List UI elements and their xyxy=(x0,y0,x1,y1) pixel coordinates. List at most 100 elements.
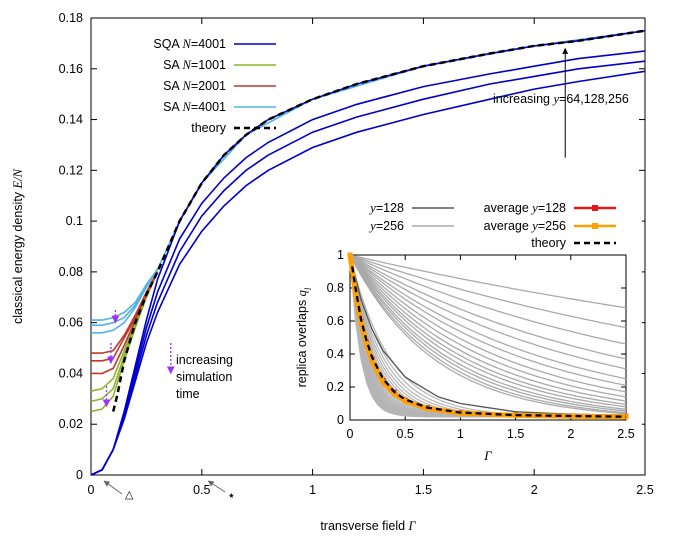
inset-y-axis-label-part-1: q xyxy=(295,290,309,296)
inset-x-tick-label: 0.5 xyxy=(397,427,414,441)
inset-y256-curve-0 xyxy=(349,254,627,309)
inset-plot-frame xyxy=(349,254,627,421)
inset-legend-theory-label-part-0: theory xyxy=(531,236,566,250)
inset-avg-point-3 xyxy=(358,320,364,326)
inset-background xyxy=(284,196,642,468)
main-plot-frame xyxy=(90,17,646,476)
main-x-axis-label-part-0: transverse field xyxy=(320,519,408,533)
main-y-tick-label: 0.16 xyxy=(59,62,83,76)
main-y-tick-label: 0.14 xyxy=(59,113,83,127)
inset-y128-curve-0 xyxy=(349,254,627,416)
increasing-y-annotation-part-2: =64,128,256 xyxy=(559,92,629,106)
inset-y-axis-label-part-2: l xyxy=(303,287,313,290)
inset-y256-curve-8 xyxy=(349,254,627,398)
inset-avg-point-3 xyxy=(391,391,397,397)
main-x-tick-label: 2 xyxy=(531,483,538,497)
inset-y-tick-label: 0.2 xyxy=(327,380,344,394)
main-y-axis-label-part-1: E/N xyxy=(11,168,25,189)
inset-y256-curve-12 xyxy=(349,254,627,410)
main-x-tick-label: 1 xyxy=(309,483,316,497)
inset-avg-point-3 xyxy=(347,252,353,258)
inset-y-tick-label: 0.6 xyxy=(327,314,344,328)
inset-y256-curve-14 xyxy=(349,254,627,414)
inset-y-axis-label-part-0: replica overlaps xyxy=(295,296,309,387)
inset-legend-y128-label-part-2: =128 xyxy=(376,201,404,215)
main-series-3-curve-2 xyxy=(91,268,159,321)
inset-y256-curve-1 xyxy=(349,254,627,329)
inset-y256-curve-7 xyxy=(349,254,627,393)
inset-x-tick-label: 2 xyxy=(567,427,574,441)
main-y-tick-label: 0.12 xyxy=(59,163,83,177)
main-legend-label: SQA N=4001 xyxy=(153,37,226,51)
inset-avg-point-3 xyxy=(353,290,359,296)
inset-y256-curve-4 xyxy=(349,254,627,370)
inset-legend-y256-label-part-2: =256 xyxy=(376,219,404,233)
inset-y256-curve-15 xyxy=(349,254,627,415)
main-x-tick-label: 0 xyxy=(88,483,95,497)
time-annotation-line: simulation xyxy=(176,370,232,384)
inset-y256-curve-3 xyxy=(349,254,627,360)
increasing-y-annotation-part-0: increasing xyxy=(493,92,553,106)
main-legend-label-part-2: =4001 xyxy=(191,100,226,114)
main-legend-label-part-2: =1001 xyxy=(191,58,226,72)
main-series-1-curve-1 xyxy=(90,271,159,403)
main-legend-label-part-0: SA xyxy=(163,58,182,72)
main-x-tick-label: 2.5 xyxy=(636,483,653,497)
main-series-3-curve-1 xyxy=(91,268,159,326)
inset-legend-y128-label-part-1: y xyxy=(368,201,376,215)
main-chart: 0 0.5 1 1.5 2 2.5 0 0.02 0.04 0.06 0.08 0.1 0.12 0.14… xyxy=(11,11,654,533)
main-y-tick-label: 0.02 xyxy=(59,417,83,431)
inset-legend-avg256-label-part-1: y xyxy=(530,219,538,233)
inset-y256-curve-11 xyxy=(349,254,627,408)
inset-y256-curve-5 xyxy=(349,254,627,380)
main-legend-label: SA N=4001 xyxy=(163,100,226,114)
inset-legend-theory-label: theory xyxy=(531,236,566,250)
main-y-axis-label: classical energy density E/N xyxy=(11,168,25,324)
main-y-tick-label: 0.06 xyxy=(59,316,83,330)
inset-legend-avg128-label-part-1: y xyxy=(530,201,538,215)
main-legend-label: SA N=1001 xyxy=(163,58,226,72)
inset-y-tick-label: 0.4 xyxy=(327,347,344,361)
time-annotation-line: increasing xyxy=(176,353,233,367)
main-legend-label-part-1: N xyxy=(182,58,192,72)
main-legend-label-part-0: SQA xyxy=(153,37,182,51)
inset-legend-y256-label: y=256 xyxy=(368,219,404,233)
inset-y-tick-label: 0.8 xyxy=(327,281,344,295)
inset-y-axis-label: replica overlaps ql xyxy=(295,287,313,387)
inset-x-tick-label: 1 xyxy=(457,427,464,441)
main-legend-label: theory xyxy=(191,121,226,135)
main-legend-label-part-1: N xyxy=(182,37,192,51)
main-y-tick-label: 0.08 xyxy=(59,265,83,279)
inset-legend-avg256-swatch-point xyxy=(592,223,598,229)
triangle-marker-symbol: △ xyxy=(125,489,134,501)
inset-legend-y128-label: y=128 xyxy=(368,201,404,215)
inset-x-tick-label: 1.5 xyxy=(507,427,524,441)
main-legend-label-part-0: theory xyxy=(191,121,226,135)
inset-y256-curve-10 xyxy=(349,254,627,405)
main-y-tick-label: 0.04 xyxy=(59,366,83,380)
inset-y256-curve-6 xyxy=(349,254,627,387)
main-legend-label-part-1: N xyxy=(182,100,192,114)
main-x-axis-label-part-1: Γ xyxy=(408,519,417,533)
inset-x-tick-label: 0 xyxy=(347,427,354,441)
increasing-y-annotation: increasing y=64,128,256 xyxy=(493,92,629,106)
main-x-axis-label: transverse field Γ xyxy=(320,519,416,533)
inset-y-tick-label: 0 xyxy=(337,413,344,427)
inset-legend-avg128-label-part-2: =128 xyxy=(538,201,566,215)
star-marker-symbol: ⋆ xyxy=(227,487,236,503)
increasing-y-annotation-part-1: y xyxy=(551,92,559,106)
inset-legend-y256-label-part-1: y xyxy=(368,219,376,233)
main-x-tick-label: 1.5 xyxy=(415,483,432,497)
inset-avg-point-3 xyxy=(380,379,386,385)
inset-theory-curve xyxy=(351,266,627,418)
triangle-marker-arrow xyxy=(103,480,123,495)
inset-legend-avg256-label: average y=256 xyxy=(484,219,566,233)
time-annotation-line: time xyxy=(176,387,200,401)
main-series-4-curve-0 xyxy=(111,29,646,412)
main-legend-label-part-0: SA xyxy=(163,79,182,93)
inset-legend-avg128-label: average y=128 xyxy=(484,201,566,215)
main-y-tick-label: 0.1 xyxy=(66,214,83,228)
inset-legend-avg128-label-part-0: average xyxy=(484,201,533,215)
main-y-tick-label: 0.18 xyxy=(59,11,83,25)
